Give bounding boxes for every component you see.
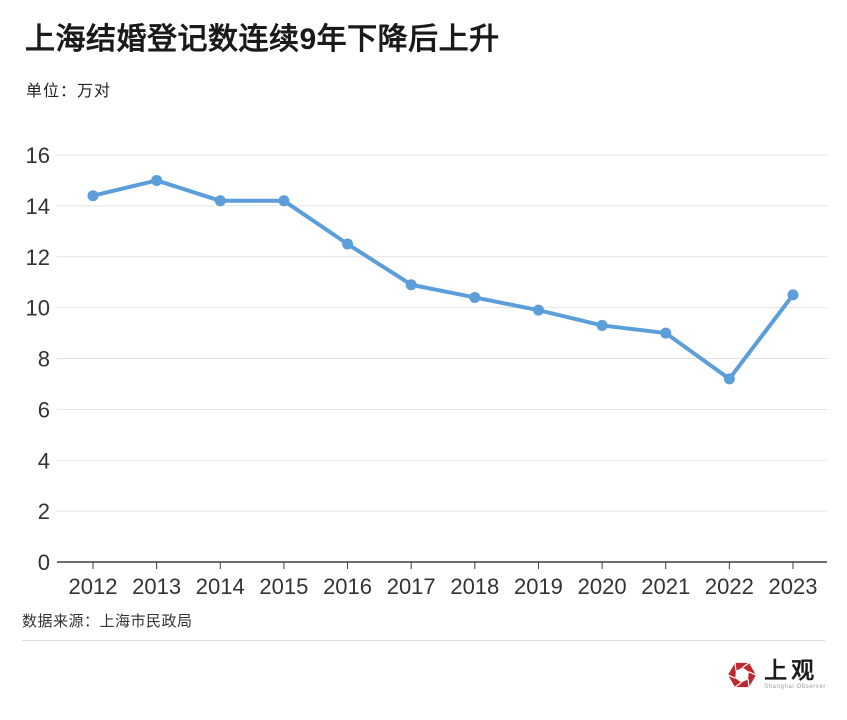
x-axis-tick-label: 2020 [578,574,627,599]
data-point [596,319,608,331]
x-axis-tick-label: 2019 [514,574,563,599]
data-line [91,178,795,381]
x-axis-tick-label: 2021 [641,574,690,599]
y-axis-tick-label: 8 [38,347,50,372]
x-axis-tick-label: 2018 [450,574,499,599]
shanghai-observer-logo: 上观 Shanghai Observer [727,657,826,691]
data-point [214,195,226,207]
x-axis-tick-label: 2022 [705,574,754,599]
x-axis-tick-label: 2015 [259,574,308,599]
y-axis-tick-label: 0 [38,550,50,575]
y-axis-tick-label: 10 [26,296,50,321]
data-point [342,238,354,250]
x-axis-tick-label: 2014 [196,574,245,599]
chart-title: 上海结婚登记数连续9年下降后上升 [25,23,500,56]
data-point [660,327,672,339]
logo-text-block: 上观 Shanghai Observer [764,657,826,691]
y-axis-tick-label: 4 [38,448,50,473]
data-point [469,291,481,303]
y-axis-tick-label: 2 [38,499,50,524]
data-point [87,190,99,202]
data-point [405,279,417,291]
x-axis-tick-label: 2017 [387,574,436,599]
logo-name-en: Shanghai Observer [764,684,826,691]
y-axis-tick-label: 16 [26,143,50,168]
y-axis-tick-label: 12 [26,245,50,270]
x-axis-tick-label: 2023 [769,574,818,599]
y-axis-tick-label: 14 [26,194,50,219]
y-axis-tick-label: 6 [38,397,50,422]
data-point [723,373,735,385]
x-axis-tick-label: 2016 [323,574,372,599]
chart-unit-label: 单位：万对 [26,83,112,100]
logo-name-cn: 上观 [764,657,819,684]
data-point [151,174,163,186]
data-source-note: 数据来源：上海市民政局 [22,613,193,630]
x-axis-tick-label: 2012 [69,574,118,599]
data-point [532,304,544,316]
shanghai-observer-aperture-icon [727,661,757,688]
x-axis-tick-label: 2013 [132,574,181,599]
data-point [278,195,290,207]
data-point [787,289,799,301]
footer-divider [22,640,825,641]
line-chart: 0 2 4 6 8 10 12 14 16 2012 2013 2014 2015 2016 2017 201… [26,143,827,599]
